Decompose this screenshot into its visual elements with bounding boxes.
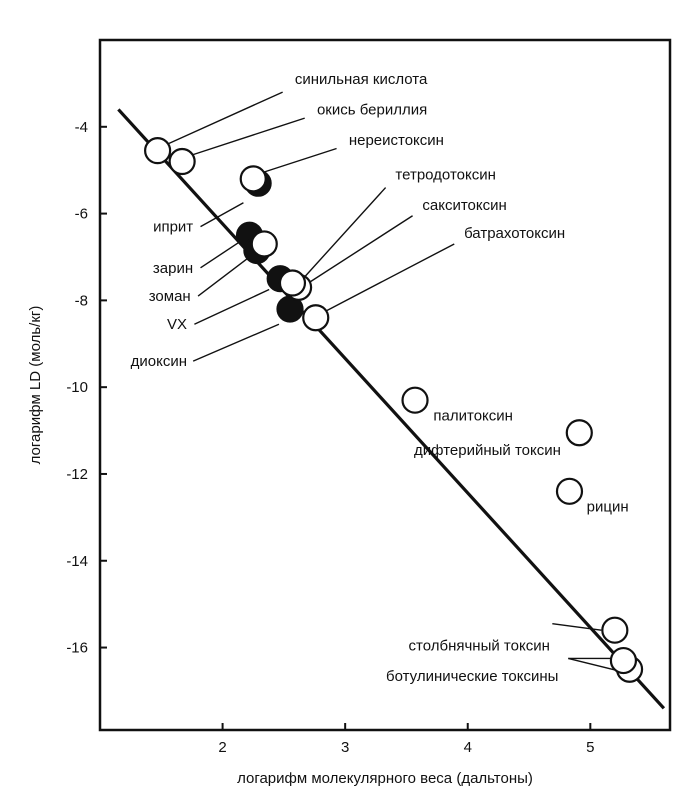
point-labels: синильная кислота окись бериллия нереисток…	[131, 71, 629, 685]
data-point-hollow	[168, 147, 196, 176]
point-label: иприт	[153, 219, 193, 236]
axis-ticks: 2 3 4 5 -4 -6 -8 -10 -12 -14 -16	[66, 119, 594, 756]
data-point-hollow	[565, 419, 593, 447]
label-leader-line	[300, 187, 387, 282]
point-label: зарин	[153, 260, 193, 277]
point-label: диоксин	[131, 353, 187, 370]
point-label: зоман	[149, 288, 191, 305]
trend-line	[117, 108, 666, 710]
y-tick-label: -8	[75, 292, 88, 309]
label-leader-line	[167, 91, 283, 145]
data-point-hollow	[609, 646, 638, 675]
point-label: батрахотоксин	[464, 225, 565, 242]
point-label: тетродотоксин	[395, 167, 495, 184]
label-leader-line	[568, 657, 622, 673]
point-label: сакситоксин	[422, 197, 506, 214]
label-leader-line	[191, 117, 305, 156]
y-tick-label: -16	[66, 640, 88, 657]
point-label: ботулинические токсины	[386, 668, 558, 685]
plot-frame	[98, 38, 672, 732]
data-points	[144, 137, 644, 683]
data-point-hollow	[278, 269, 307, 297]
point-label: рицин	[587, 499, 629, 516]
x-axis-title: логарифм молекулярного веса (дальтоны)	[237, 770, 533, 787]
trend-line-group	[117, 108, 666, 710]
point-label: окись бериллия	[317, 101, 427, 118]
label-leader-line	[325, 243, 455, 312]
y-tick-label: -10	[66, 379, 88, 396]
y-tick-label: -14	[66, 553, 88, 570]
label-leader-line	[200, 202, 244, 228]
label-leader-line	[197, 256, 250, 297]
data-point-hollow	[144, 137, 172, 165]
x-tick-label: 2	[218, 739, 226, 756]
point-label: нереистоксин	[349, 132, 444, 149]
label-leader-line	[192, 323, 280, 362]
y-tick-label: -6	[75, 206, 88, 223]
label-leader-line	[262, 147, 337, 174]
x-tick-label: 3	[341, 739, 349, 756]
label-leader-line	[308, 215, 413, 284]
label-leader-line	[552, 622, 602, 631]
data-point-hollow	[250, 230, 278, 258]
label-leader-line	[194, 288, 270, 325]
data-point-hollow	[555, 477, 584, 505]
data-point-hollow	[239, 165, 267, 193]
y-axis-title: логарифм LD (моль/кг)	[27, 306, 44, 465]
label-leader-line	[200, 241, 241, 269]
x-tick-label: 5	[586, 739, 594, 756]
data-point-hollow	[302, 304, 330, 332]
data-point-hollow	[601, 616, 629, 644]
point-label: дифтерийный токсин	[414, 442, 561, 459]
point-label: синильная кислота	[295, 71, 428, 88]
point-label: столбнячный токсин	[409, 637, 550, 654]
point-label: VX	[167, 316, 187, 333]
point-label: палитоксин	[433, 407, 513, 424]
data-point-hollow	[401, 386, 429, 414]
x-tick-label: 4	[464, 739, 472, 756]
y-tick-label: -12	[66, 466, 88, 483]
y-tick-label: -4	[75, 119, 88, 136]
label-leader-lines	[167, 91, 622, 673]
